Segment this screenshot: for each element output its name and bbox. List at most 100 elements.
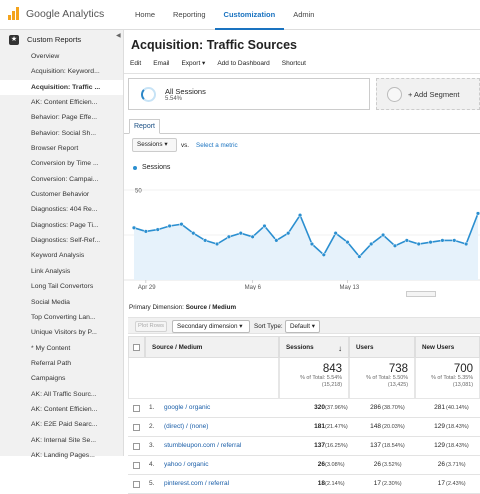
sidebar-item[interactable]: Diagnostics: Page Ti...: [31, 221, 99, 229]
row-users-pct: (3.52%): [382, 462, 402, 468]
segment-card[interactable]: All Sessions 5.54%: [128, 78, 370, 110]
nav-admin[interactable]: Admin: [293, 10, 315, 19]
shortcut-button[interactable]: Shortcut: [281, 60, 306, 67]
sidebar-item[interactable]: Referral Path: [31, 359, 72, 367]
row-checkbox[interactable]: [133, 443, 140, 450]
sidebar-item[interactable]: Long Tail Convertors: [31, 283, 94, 291]
analytics-logo-icon: [6, 6, 22, 22]
sidebar-item[interactable]: Acquisition: Traffic ...: [0, 79, 123, 96]
row-checkbox[interactable]: [133, 481, 140, 488]
x-tick-label: May 13: [340, 285, 360, 290]
data-point: [392, 243, 398, 248]
nav-home[interactable]: Home: [135, 10, 156, 19]
table-row: 5. pinterest.com / referral 18 (2.14%) 17 (2.…: [128, 475, 480, 494]
row-users-pct: (18.54%): [382, 443, 405, 449]
sidebar-item[interactable]: AK: Content Efficien...: [31, 99, 98, 107]
row-users: 17: [373, 480, 381, 487]
sidebar-item[interactable]: Overview: [31, 53, 60, 60]
collapse-sidebar-icon[interactable]: ◀: [116, 33, 121, 39]
row-users: 286: [370, 404, 381, 411]
add-segment-button[interactable]: + Add Segment: [376, 78, 480, 110]
sidebar-item[interactable]: * My Content: [31, 344, 71, 352]
row-number: 4.: [149, 461, 155, 468]
sidebar-item[interactable]: Diagnostics: Self-Ref...: [31, 237, 101, 245]
tab-report[interactable]: Report: [129, 119, 160, 134]
data-point: [321, 252, 326, 257]
row-sessions-pct: (3.08%): [325, 462, 345, 468]
sidebar-item[interactable]: AK: Internal Site Se...: [31, 436, 96, 444]
sidebar-item[interactable]: Behavior: Page Effe...: [31, 114, 97, 122]
header-sessions[interactable]: Sessions ↓: [279, 336, 349, 358]
data-point: [143, 229, 149, 234]
sort-arrow-icon: ↓: [338, 344, 342, 353]
data-point: [333, 231, 338, 236]
row-new-users: 26: [437, 461, 445, 468]
header-checkbox-cell: [128, 336, 145, 358]
sidebar-item[interactable]: Keyword Analysis: [31, 252, 85, 260]
sidebar-item[interactable]: Behavior: Social Sh...: [31, 129, 96, 137]
header-source-medium[interactable]: Source / Medium: [145, 336, 279, 358]
row-source[interactable]: (direct) / (none): [164, 423, 209, 430]
row-sessions: 137: [314, 442, 325, 449]
nav-customization[interactable]: Customization: [214, 0, 285, 30]
sidebar-item[interactable]: AK: Content Efficien...: [31, 405, 98, 413]
export-button[interactable]: Export ▾: [181, 60, 206, 67]
chart-resize-handle[interactable]: [406, 291, 436, 297]
sidebar-item[interactable]: AK: All Traffic Sourc...: [31, 390, 97, 398]
sidebar-item[interactable]: Acquisition: Keyword...: [31, 68, 100, 76]
email-button[interactable]: Email: [153, 60, 170, 67]
sidebar-header[interactable]: ★ Custom Reports: [0, 30, 123, 49]
sidebar-item[interactable]: Browser Report: [31, 145, 79, 153]
report-toolbar: Edit Email Export ▾ Add to Dashboard Sho…: [124, 58, 480, 74]
metric-dropdown[interactable]: Sessions ▾: [132, 138, 177, 152]
header-new-users[interactable]: New Users: [415, 336, 480, 358]
series-area: [134, 213, 478, 280]
sidebar-item[interactable]: Campaigns: [31, 375, 66, 383]
select-all-checkbox[interactable]: [133, 344, 140, 351]
secondary-dimension-dropdown[interactable]: Secondary dimension ▾: [172, 320, 250, 333]
sidebar-item[interactable]: Unique Visitors by P...: [31, 329, 97, 337]
sidebar-item[interactable]: Conversion by Time ...: [31, 160, 99, 168]
row-checkbox[interactable]: [133, 405, 140, 412]
table-row: 2. (direct) / (none) 181 (21.47%) 148 (20.03%…: [128, 418, 480, 437]
sidebar-item[interactable]: Diagnostics: 404 Re...: [31, 206, 98, 214]
totals-sessions-total: (15,218): [321, 381, 342, 388]
sidebar-item[interactable]: AK: Landing Pages...: [31, 451, 95, 459]
nav-reporting[interactable]: Reporting: [173, 10, 206, 19]
data-point: [452, 238, 457, 243]
sidebar-item[interactable]: Top Converting Lan...: [31, 313, 96, 321]
sort-type-dropdown[interactable]: Default ▾: [285, 320, 320, 333]
row-source[interactable]: yahoo / organic: [164, 461, 209, 468]
data-point: [404, 238, 409, 243]
add-to-dashboard-button[interactable]: Add to Dashboard: [217, 60, 270, 67]
sidebar-item[interactable]: AK: E2E Paid Searc...: [31, 421, 98, 429]
totals-users-value: 738: [388, 363, 408, 375]
data-point: [179, 222, 184, 227]
sidebar-item[interactable]: Customer Behavior: [31, 191, 90, 199]
row-source[interactable]: google / organic: [164, 404, 211, 411]
plot-rows-button[interactable]: Plot Rows: [135, 321, 167, 332]
main-content: Acquisition: Traffic Sources Edit Email …: [124, 30, 480, 494]
data-point: [416, 241, 421, 247]
data-point: [428, 240, 433, 245]
sidebar-item[interactable]: Social Media: [31, 298, 70, 306]
select-metric-link[interactable]: Select a metric: [196, 142, 238, 149]
edit-button[interactable]: Edit: [130, 60, 142, 67]
sidebar-item[interactable]: Conversion: Campai...: [31, 175, 99, 183]
totals-sessions-pct: % of Total: 5.54%: [300, 375, 342, 381]
row-source[interactable]: pinterest.com / referral: [164, 480, 230, 487]
data-point: [167, 223, 172, 229]
row-checkbox[interactable]: [133, 424, 140, 431]
row-source[interactable]: stumbleupon.com / referral: [164, 442, 242, 449]
legend-sessions: Sessions: [142, 164, 171, 171]
top-bar: Google Analytics Home Reporting Customiz…: [0, 0, 480, 30]
row-users: 148: [370, 423, 381, 430]
sidebar-item[interactable]: Link Analysis: [31, 267, 71, 275]
chevron-down-icon: ▾: [164, 141, 168, 148]
row-checkbox[interactable]: [133, 462, 140, 469]
row-sessions: 18: [317, 480, 325, 487]
google-analytics-logo[interactable]: Google Analytics: [6, 6, 104, 22]
primary-dimension-value[interactable]: Source / Medium: [185, 304, 237, 311]
header-users[interactable]: Users: [349, 336, 415, 358]
